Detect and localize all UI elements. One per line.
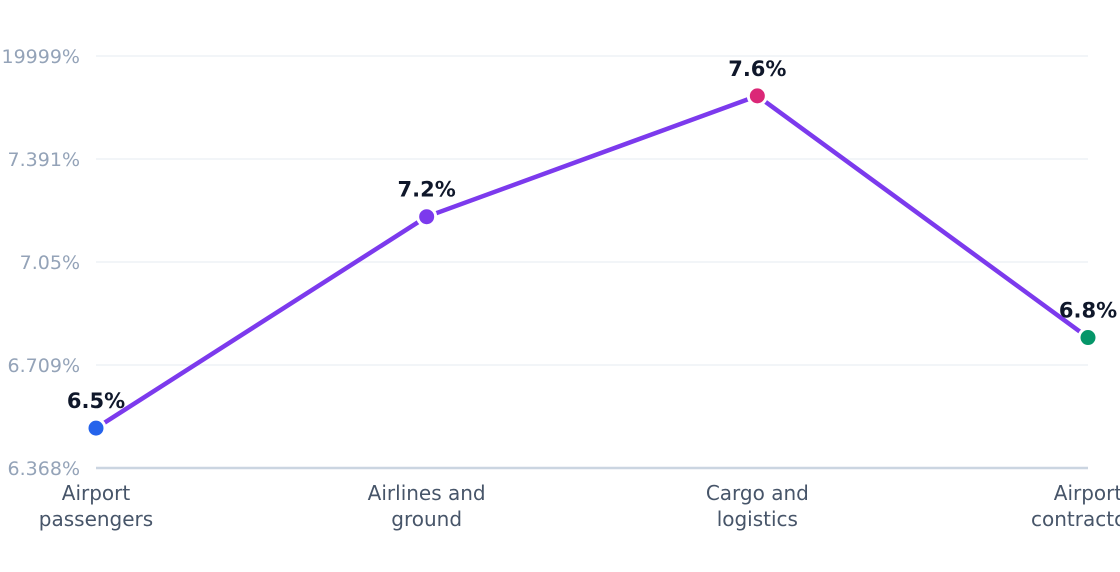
data-point[interactable] xyxy=(1077,327,1099,349)
data-point[interactable] xyxy=(746,85,768,107)
x-tick-label: Airport passengers xyxy=(39,481,153,531)
x-tick-label-line: Cargo and xyxy=(706,481,809,505)
data-point[interactable] xyxy=(85,417,107,439)
x-tick-label-line: Airlines and xyxy=(368,481,486,505)
y-tick-label: 6.709% xyxy=(8,355,80,377)
data-label: 7.2% xyxy=(398,178,456,202)
x-tick-label-line: logistics xyxy=(717,507,798,531)
x-tick-label: Airlines and ground xyxy=(368,481,486,531)
x-tick-label-line: passengers xyxy=(39,507,153,531)
x-tick-label-line: Airport xyxy=(62,481,131,505)
series-line xyxy=(93,93,1091,431)
x-tick-label: Airportcontractors xyxy=(1031,481,1120,531)
x-tick-label-line: contractors xyxy=(1031,507,1120,531)
data-labels: 6.5% 7.2% 7.6% 6.8% xyxy=(67,57,1117,413)
y-tick-label: 6.368% xyxy=(8,458,80,480)
data-label: 7.6% xyxy=(728,57,786,81)
x-tick-label: Cargo and logistics xyxy=(706,481,809,531)
y-axis: 6.368% 6.709% 7.05% 7.391% 7.7319999% xyxy=(0,46,80,480)
y-tick-label: 7.7319999% xyxy=(0,46,80,68)
y-tick-label: 7.391% xyxy=(8,149,80,171)
x-tick-label-line: ground xyxy=(391,507,462,531)
data-label: 6.8% xyxy=(1059,299,1117,323)
y-tick-label: 7.05% xyxy=(20,252,80,274)
data-point[interactable] xyxy=(416,206,438,228)
series-layer xyxy=(85,85,1099,439)
grid-lines xyxy=(96,55,1088,470)
x-tick-label-line: Airport xyxy=(1054,481,1120,505)
data-label: 6.5% xyxy=(67,389,125,413)
